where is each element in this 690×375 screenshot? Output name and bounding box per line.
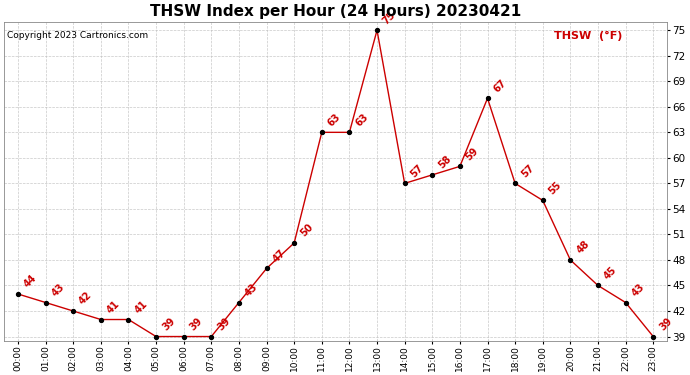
Point [399,180,410,186]
Point [150,333,161,339]
Text: 57: 57 [408,163,426,179]
Text: 39: 39 [160,316,177,332]
Text: 50: 50 [298,222,315,239]
Text: 57: 57 [520,163,536,179]
Text: THSW  (°F): THSW (°F) [554,31,622,41]
Text: 45: 45 [602,265,619,281]
Text: 63: 63 [326,111,342,128]
Text: 58: 58 [437,154,453,171]
Point [233,300,244,306]
Point [593,282,604,288]
Text: 55: 55 [547,180,564,196]
Text: 39: 39 [215,316,232,332]
Point [371,27,382,33]
Point [510,180,521,186]
Point [12,291,23,297]
Point [454,164,465,170]
Title: THSW Index per Hour (24 Hours) 20230421: THSW Index per Hour (24 Hours) 20230421 [150,4,521,19]
Text: 63: 63 [353,111,371,128]
Point [288,240,299,246]
Text: 39: 39 [188,316,204,332]
Text: Copyright 2023 Cartronics.com: Copyright 2023 Cartronics.com [8,31,148,40]
Text: 48: 48 [575,239,591,256]
Point [620,300,631,306]
Text: 44: 44 [22,273,39,290]
Point [316,129,327,135]
Point [206,333,217,339]
Text: 42: 42 [77,290,94,307]
Text: 59: 59 [464,146,481,162]
Point [565,257,576,263]
Point [95,316,106,322]
Text: 43: 43 [243,282,259,298]
Point [123,316,134,322]
Text: 41: 41 [105,299,121,315]
Text: 43: 43 [50,282,66,298]
Point [482,95,493,101]
Point [178,333,189,339]
Point [261,266,272,272]
Point [344,129,355,135]
Point [40,300,51,306]
Text: 41: 41 [132,299,149,315]
Text: 67: 67 [492,78,509,94]
Text: 43: 43 [630,282,647,298]
Point [538,197,549,203]
Point [648,333,659,339]
Text: 75: 75 [381,9,398,26]
Point [426,172,437,178]
Text: 47: 47 [270,248,287,264]
Point [68,308,79,314]
Text: 39: 39 [658,316,674,332]
